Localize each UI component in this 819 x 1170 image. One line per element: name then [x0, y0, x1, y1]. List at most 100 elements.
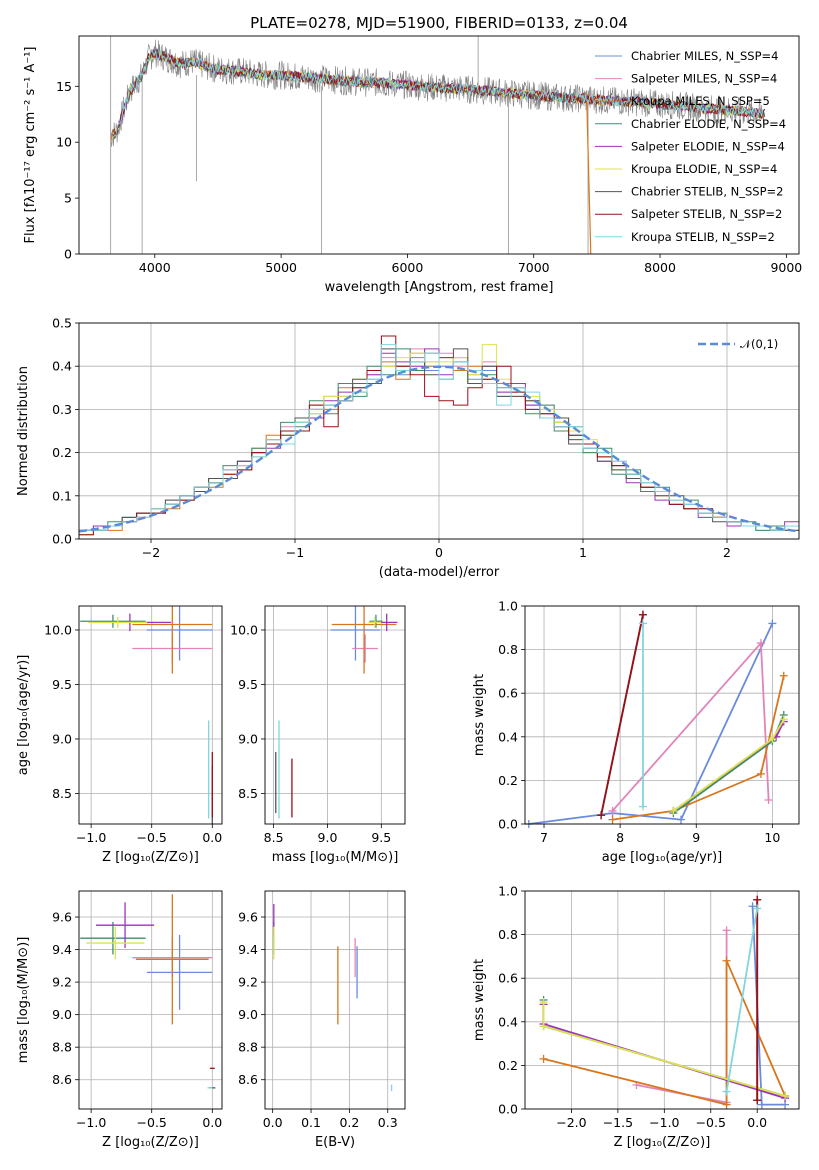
age-vs-Z-frame	[78, 605, 223, 825]
mass-vs-EBV-axes: 0.0 0.1 0.2 0.3 8.6 8.8 9.0 9.2 9.4 9.6	[238, 891, 405, 1130]
y-tick-label: 9.0	[52, 731, 72, 746]
spectrum-legend: Chabrier MILES, N_SSP=4 Salpeter MILES, N…	[595, 49, 786, 244]
errorbar-point	[135, 894, 209, 1025]
legend-label: Kroupa STELIB, N_SSP=2	[631, 230, 775, 244]
weight-line	[611, 640, 770, 812]
spectrum-model-line	[113, 49, 765, 138]
errorbar-point	[330, 606, 381, 661]
legend-label: Chabrier MILES, N_SSP=4	[631, 49, 778, 63]
x-tick-label: 8.5	[264, 830, 284, 845]
spectrum-model-line	[112, 50, 765, 140]
weight-line	[528, 623, 774, 825]
plus-marker	[539, 1022, 548, 1031]
weight-vs-age-frame	[524, 605, 800, 825]
plus-marker	[608, 806, 617, 815]
weight-series	[753, 895, 762, 1105]
y-tick-label: 9.2	[238, 975, 258, 990]
x-tick-label: 4000	[139, 260, 171, 275]
plus-marker	[757, 1100, 766, 1109]
weight-vs-Z-ylabel: mass weight	[472, 959, 487, 1041]
x-tick-label: 5000	[265, 260, 297, 275]
y-tick-label: 9.5	[52, 677, 72, 692]
spectrum-xlabel: wavelength [Angstrom, rest frame]	[325, 280, 554, 295]
x-tick-label: 9.0	[318, 830, 338, 845]
residuals-frame	[78, 322, 800, 540]
plus-marker	[597, 811, 606, 820]
y-tick-label: 0.2	[498, 1058, 518, 1073]
histogram-series	[79, 344, 799, 539]
x-tick-label: −0.5	[137, 1115, 167, 1130]
age-vs-mass-plot	[275, 606, 398, 819]
errorbar-point	[95, 902, 155, 948]
age-vs-mass-frame	[264, 605, 406, 825]
plus-marker	[722, 926, 731, 935]
y-tick-label: 8.5	[238, 786, 258, 801]
legend-label: Salpeter ELODIE, N_SSP=4	[631, 139, 785, 153]
plus-marker	[638, 802, 647, 811]
y-tick-label: 8.8	[52, 1040, 72, 1055]
spectrum-axes: 4000 5000 6000 7000 8000 9000 0 5 10 15	[56, 79, 802, 275]
y-tick-label: 9.0	[238, 1007, 258, 1022]
weight-line	[600, 614, 644, 816]
age-vs-Z-xlabel: Z [log₁₀(Z/Z⊙)]	[102, 850, 199, 865]
plus-marker	[779, 671, 788, 680]
plus-marker	[539, 1054, 548, 1063]
y-tick-label: 9.6	[52, 910, 72, 925]
age-vs-Z-plot	[80, 606, 213, 824]
x-tick-label: −1.0	[649, 1115, 679, 1130]
weight-vs-Z-plot	[539, 895, 790, 1109]
weight-series	[632, 926, 731, 1107]
x-tick-label: 2	[723, 545, 731, 560]
y-tick-label: 1.0	[498, 599, 518, 614]
weight-vs-age-xlabel: age [log₁₀(age/yr)]	[602, 850, 723, 865]
y-tick-label: 0.1	[52, 488, 72, 503]
spectrum-model-dropout	[586, 101, 592, 254]
plus-marker	[768, 734, 777, 743]
spectrum-data-line	[110, 39, 766, 147]
legend-label: Chabrier ELODIE, N_SSP=4	[631, 117, 786, 131]
mass-vs-Z-axes: −1.0 −0.5 0.0 8.6 8.8 9.0 9.2 9.4 9.6	[52, 891, 222, 1130]
spectrum-plot	[110, 36, 766, 254]
mass-vs-Z-xlabel: Z [log₁₀(Z/Z⊙)]	[102, 1135, 199, 1150]
plus-marker	[753, 904, 762, 913]
age-vs-Z-ylabel: age [log₁₀(age/yr)]	[16, 655, 31, 776]
errorbar-point	[352, 634, 379, 663]
weight-series	[669, 715, 788, 815]
y-tick-label: 9.6	[238, 910, 258, 925]
y-tick-label: 8.6	[52, 1072, 72, 1087]
errorbar-point	[132, 606, 213, 674]
y-tick-label: 1.0	[498, 884, 518, 899]
x-tick-label: 9.5	[371, 830, 391, 845]
errorbar-point	[331, 606, 397, 674]
errorbar-point	[368, 616, 382, 628]
y-tick-label: 0.0	[498, 817, 518, 832]
x-tick-label: 0.3	[378, 1115, 398, 1130]
weight-line	[725, 908, 759, 1092]
plus-marker	[677, 815, 686, 824]
y-tick-label: 0.8	[498, 642, 518, 657]
weight-line	[543, 960, 786, 1106]
y-tick-label: 5	[64, 191, 72, 206]
x-tick-label: 0.0	[263, 1115, 283, 1130]
y-tick-label: 0.4	[498, 729, 518, 744]
weight-series	[722, 904, 762, 1096]
x-tick-label: −1.0	[76, 830, 106, 845]
y-tick-label: 9.0	[238, 731, 258, 746]
errorbar-point	[146, 934, 213, 1010]
legend-label: Salpeter STELIB, N_SSP=2	[631, 207, 782, 221]
plus-marker	[608, 815, 617, 824]
y-tick-label: 0.6	[498, 971, 518, 986]
weight-series	[524, 619, 777, 828]
mass-vs-EBV-xlabel: E(B-V)	[315, 1135, 355, 1150]
y-tick-label: 0.4	[52, 359, 72, 374]
errorbar-point	[80, 921, 146, 955]
x-tick-label: 9	[692, 830, 700, 845]
plus-marker	[722, 1100, 731, 1109]
mass-vs-EBV-plot	[273, 904, 393, 1092]
x-tick-label: −1.5	[603, 1115, 633, 1130]
weight-vs-age-ylabel: mass weight	[472, 674, 487, 756]
y-tick-label: 8.5	[52, 786, 72, 801]
weight-vs-age-plot	[524, 610, 788, 828]
y-tick-label: 8.8	[238, 1040, 258, 1055]
y-tick-label: 9.5	[238, 677, 258, 692]
